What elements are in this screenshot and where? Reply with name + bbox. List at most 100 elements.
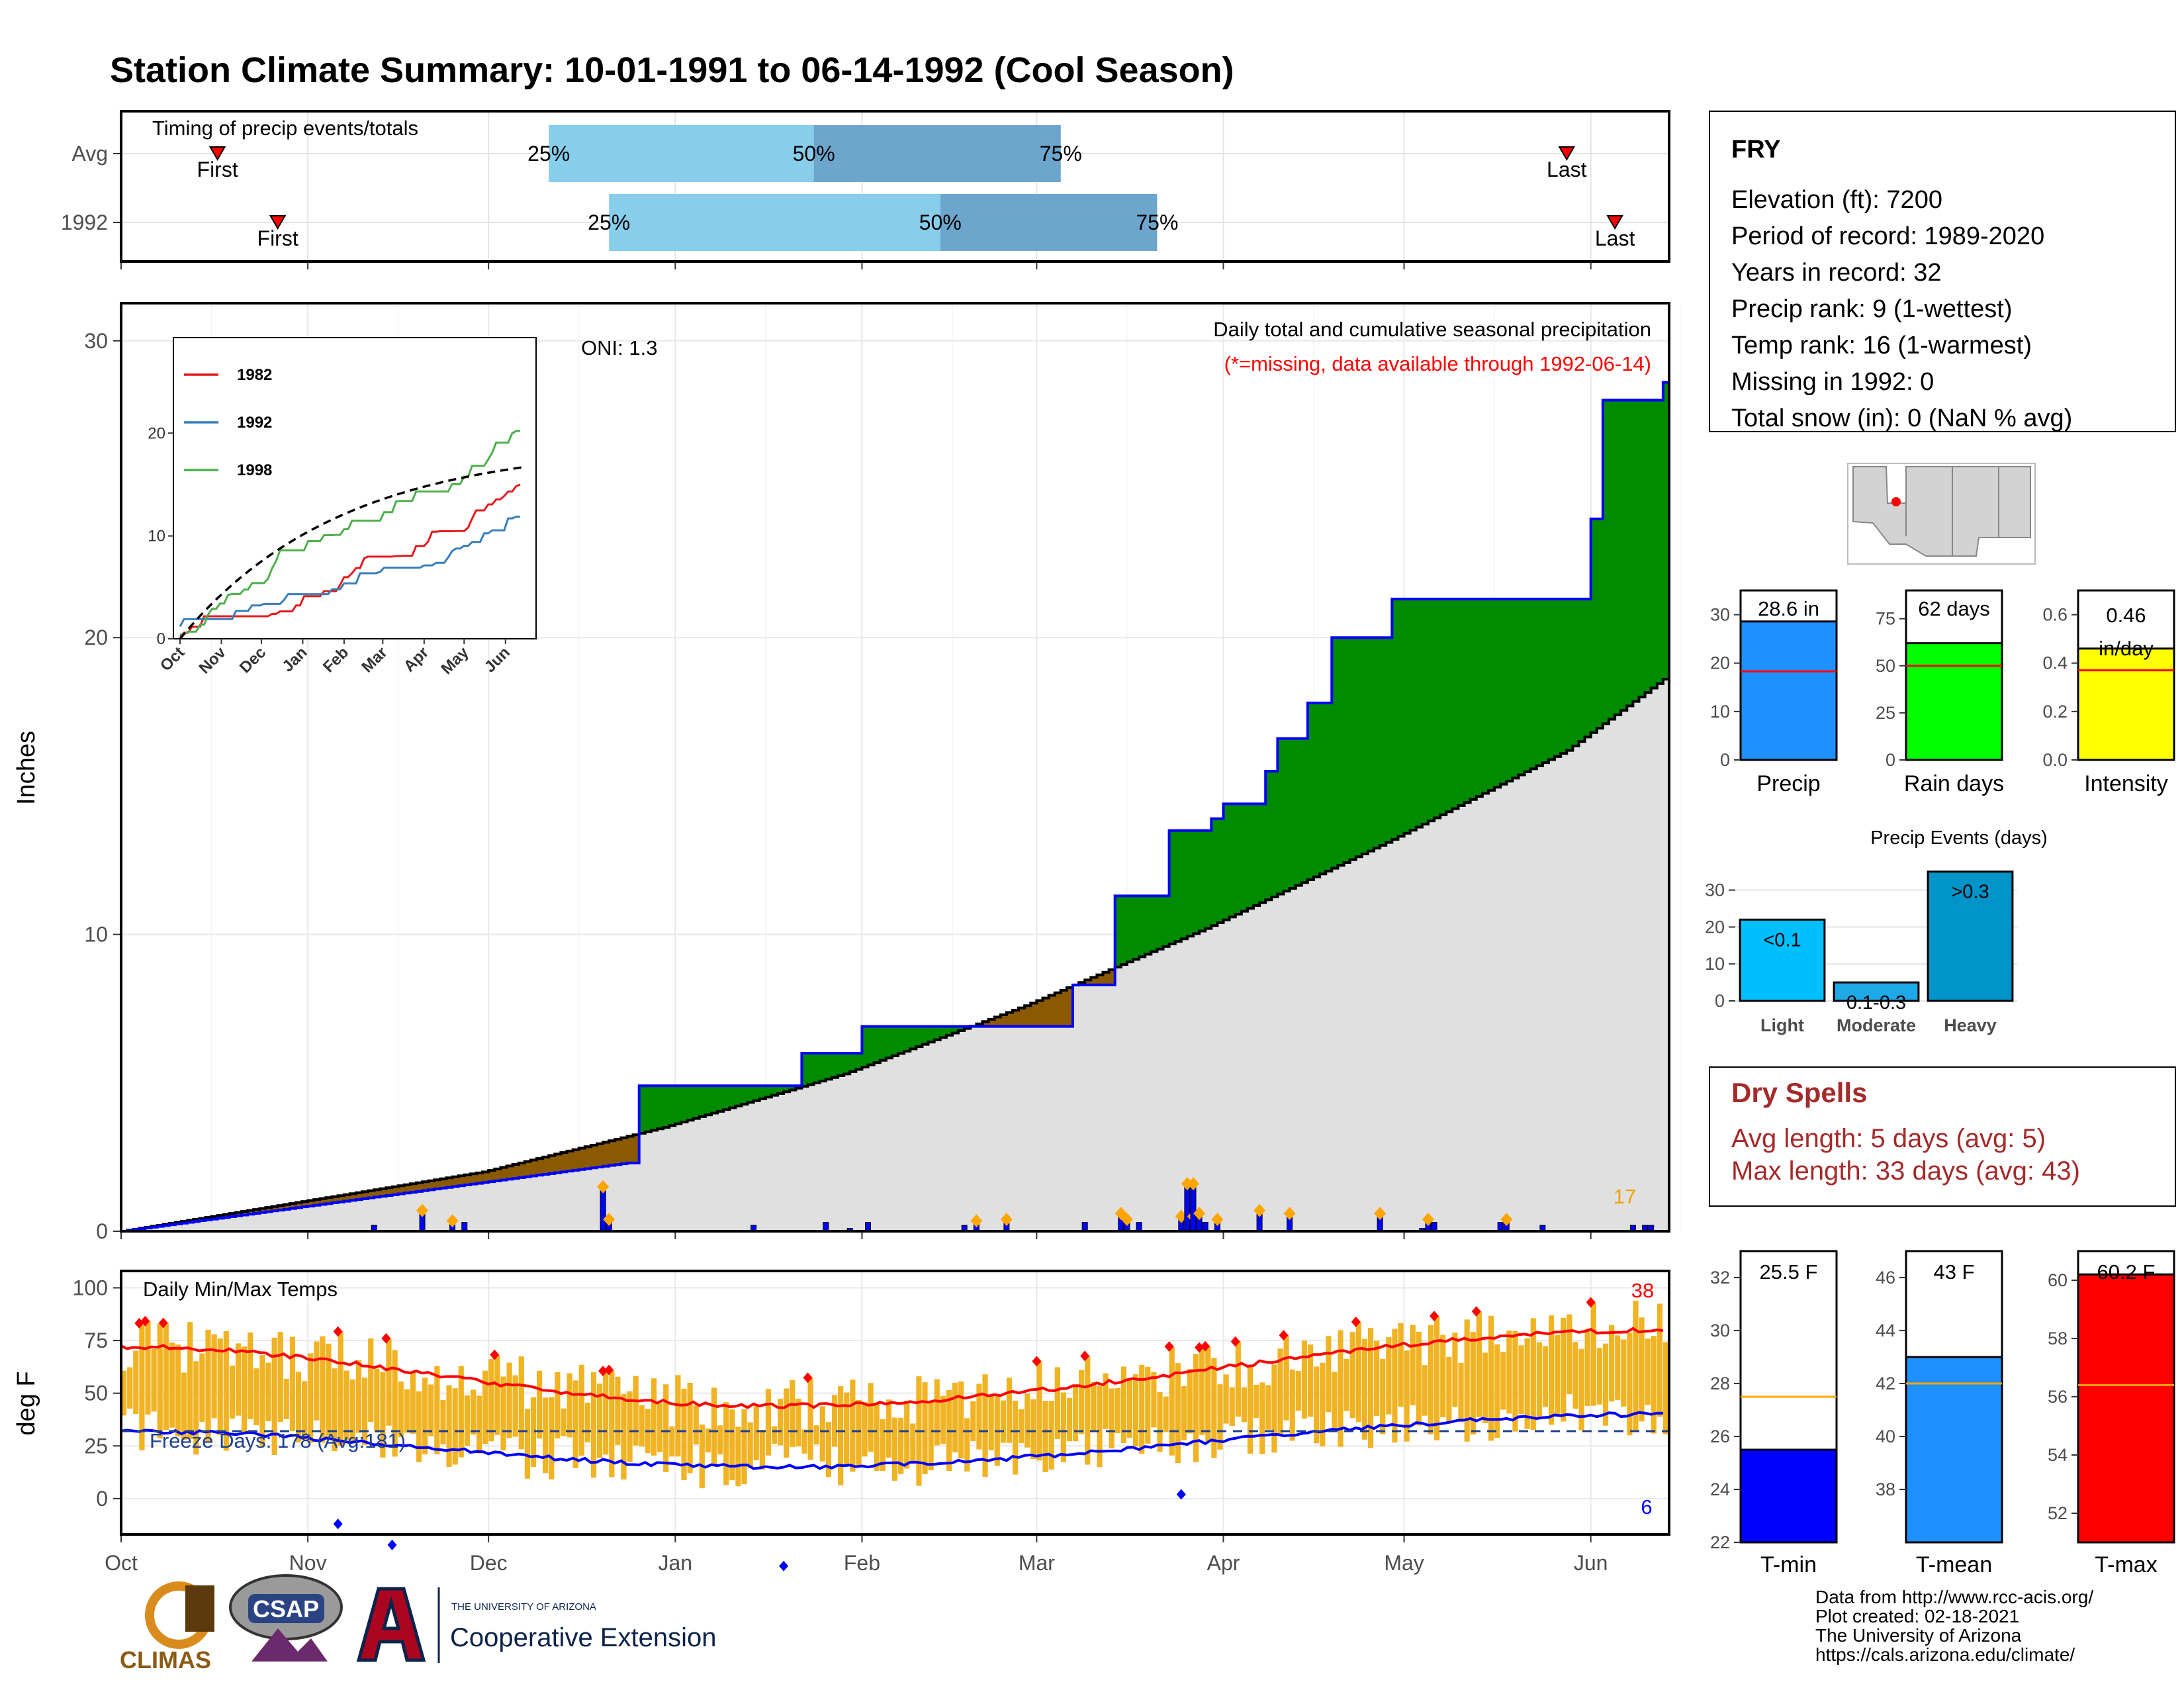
daily-temp-bar [603,1371,609,1455]
daily-temp-bar [343,1370,349,1440]
daily-temp-bar [1518,1345,1524,1415]
timing-q25-q50-bar [609,194,940,251]
events-bar-label: <0.1 [1763,929,1801,951]
temperature-bars: 22 24 26 28 30 32 25.5 F T-min 38 40 42 44 46 43 F T-m… [1710,1250,2175,1577]
daily-temp-bar [536,1370,543,1439]
inset-ytick-label: 0 [157,630,165,648]
daily-temp-bar [1295,1371,1301,1411]
daily-temp-bar [320,1336,326,1443]
daily-temp-bar [904,1401,910,1469]
daily-temp-bar [355,1360,362,1433]
daily-temp-bar [199,1353,205,1422]
daily-temp-bar [1500,1352,1506,1410]
map-borders [1905,467,1999,556]
daily-temp-bar [549,1397,555,1479]
inset-ytick-label: 20 [148,424,165,442]
daily-temp-bar [1590,1302,1596,1406]
temp-bar-value-label: 60.2 F [2097,1260,2156,1284]
daily-temp-bar [627,1391,633,1462]
daily-temp-bar [253,1368,259,1426]
daily-temp-bar [1036,1361,1042,1461]
daily-temp-bar [813,1425,819,1445]
dry-max-line: Max length: 33 days (avg: 43) [1731,1156,2080,1186]
daily-temp-bar [1066,1397,1073,1442]
month-label: Jan [659,1551,693,1575]
daily-temp-bar [753,1406,759,1461]
daily-temp-bar [205,1329,211,1443]
events-bar-label: 0.1-0.3 [1846,992,1906,1013]
daily-temp-bar [796,1398,801,1447]
daily-temp-bar [759,1429,765,1470]
daily-temp-bar [1608,1325,1615,1402]
daily-temp-bar [380,1372,386,1458]
daily-temp-bar [434,1366,440,1454]
daily-precip-bar [461,1222,468,1232]
daily-temp-bar [464,1395,470,1446]
daily-temp-bar [1265,1385,1271,1430]
events-title: Precip Events (days) [1870,827,2048,849]
timing-first-marker [208,146,226,161]
month-axis: Oct Nov Dec Jan Feb Mar Apr May Jun [105,1551,1608,1575]
daily-temp-bar [747,1422,753,1468]
daily-temp-bar [741,1409,747,1485]
inset-average-line [179,466,522,640]
daily-temp-bar [1662,1342,1669,1434]
daily-temp-bar [819,1406,825,1462]
mini-bar-tick-label: 75 [1876,609,1895,629]
daily-temp-bar [1169,1346,1175,1456]
daily-temp-bar [476,1395,482,1454]
temp-frame [120,1270,1670,1536]
daily-temp-bar [283,1378,289,1419]
footer-line: Data from http://www.rcc-acis.org/ [1815,1587,2093,1607]
daily-temp-bar [922,1382,928,1474]
location-map [1847,463,2036,565]
mini-bar-value [2077,647,2175,761]
daily-temp-bar [651,1378,657,1456]
daily-temp-bar [500,1376,506,1451]
mini-bar-tick-label: 0.2 [2042,702,2068,722]
temp-bar-value [1905,1356,2003,1544]
daily-temp-bar [1506,1331,1512,1414]
daily-precip-bar [1136,1222,1142,1232]
daily-temp-bar [543,1397,549,1474]
heavy-event-marker [1374,1207,1387,1221]
daily-temp-bar [1380,1358,1386,1434]
heavy-event-marker [1193,1207,1206,1221]
events-tick-label: 0 [1715,991,1725,1011]
climas-logo-block [185,1585,214,1632]
record-high-marker [1471,1306,1481,1317]
mini-bar-value-label: 28.6 in [1758,597,1819,620]
daily-temp-bar [1085,1356,1091,1465]
daily-temp-bar [1542,1346,1549,1407]
avg-cumulative-line [121,678,1669,1233]
daily-temp-bar [874,1403,880,1471]
daily-temp-bar [488,1359,494,1442]
daily-temp-bar [1555,1335,1561,1417]
timing-frame [120,110,1670,263]
daily-temp-bar [211,1334,217,1419]
daily-temp-bar [145,1321,151,1415]
temp-bar-value-label: 43 F [1933,1260,1974,1284]
daily-temp-bar [458,1366,464,1458]
normal-min-line [120,1411,1663,1470]
daily-temp-bar [530,1397,537,1468]
daily-temp-bar [729,1409,735,1481]
heavy-event-marker [1120,1213,1133,1227]
daily-temp-bar [314,1341,320,1421]
heavy-event-marker [597,1180,610,1194]
daily-temp-bar [717,1425,723,1455]
precip-ytick-label: 20 [84,626,108,649]
daily-temp-bar [831,1395,838,1447]
record-low-marker [1176,1489,1186,1500]
daily-temp-bar [1193,1354,1199,1462]
daily-temp-bar [1205,1346,1211,1443]
daily-temp-bar [1584,1329,1590,1406]
daily-temp-bar [1476,1311,1482,1417]
temp-bar-label: T-max [2095,1552,2157,1577]
timing-q50-label: 50% [793,142,835,165]
record-high-marker [598,1366,608,1377]
daily-temp-bar [681,1388,687,1480]
daily-temp-bar [1458,1362,1464,1423]
daily-temp-bar [1072,1387,1079,1442]
precip-ylabel: Inches [13,731,40,805]
